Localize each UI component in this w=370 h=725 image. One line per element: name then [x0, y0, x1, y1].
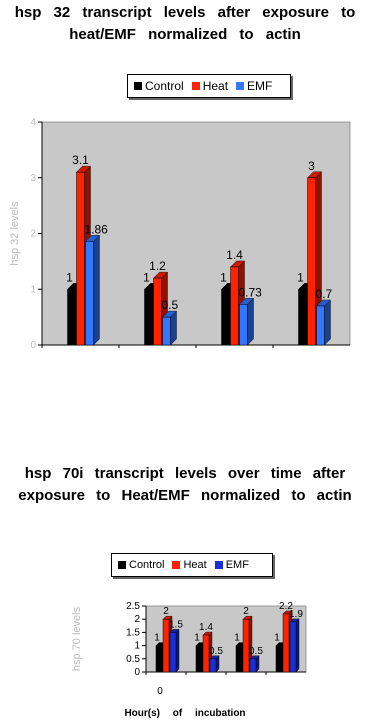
chart1-y-tick-label: 2: [30, 229, 36, 240]
chart1-data-label: 0.5: [162, 298, 179, 312]
chart2-bar-side: [295, 618, 300, 673]
chart1-bar-heat: [230, 266, 239, 346]
chart1-bar-heat: [76, 171, 85, 346]
chart1-data-label: 3.1: [72, 153, 89, 167]
heat-swatch: [172, 561, 181, 569]
chart2-xaxis-label: Hour(s) of incubation: [124, 708, 246, 719]
chart1-data-label: 1: [66, 270, 73, 284]
chart2-bar-heat: [242, 618, 250, 673]
chart2-data-label: 1: [194, 633, 200, 644]
chart2-y-tick-label: 0.5: [126, 654, 140, 665]
chart2-bar-emf: [169, 632, 177, 673]
chart1-bar-control: [298, 289, 307, 346]
chart2-bar-emf: [209, 658, 217, 673]
legend-label-control: Control: [145, 79, 184, 93]
control-swatch: [134, 82, 142, 90]
chart2-data-label: 1: [154, 633, 160, 644]
chart1-bar-control: [67, 289, 76, 346]
chart2-data-label: 1.4: [199, 622, 213, 633]
chart1-data-label: 1.4: [226, 248, 243, 262]
chart2-y-axis-label: hsp 70 levels: [71, 606, 83, 671]
chart2-y-tick-label: 2: [134, 614, 140, 625]
chart1-y-axis-label: hsp 32 levels: [9, 201, 21, 266]
chart1-legend: Control Heat EMF: [127, 74, 291, 98]
chart2-bar-control: [195, 645, 203, 673]
chart2-data-label: 1: [274, 633, 280, 644]
chart1-y-tick-label: 0: [30, 340, 36, 351]
chart1-bar-side: [93, 234, 100, 346]
chart2-data-label: 0.5: [249, 646, 263, 657]
chart2-y-tick-label: 1.5: [126, 627, 140, 638]
chart2-legend: Control Heat EMF: [111, 553, 273, 577]
chart1-y-tick-label: 3: [30, 173, 36, 184]
chart2-data-label: 0.5: [209, 646, 223, 657]
chart2-bar-heat: [162, 618, 170, 673]
heat-swatch: [191, 82, 200, 90]
chart1-bar-emf: [162, 316, 171, 346]
chart2-bar-side: [175, 628, 180, 673]
chart1-data-label: 0.7: [316, 287, 333, 301]
chart2-bar-heat: [282, 613, 290, 673]
chart2-y-tick-label: 0: [134, 667, 140, 678]
chart1-data-label: 1: [143, 270, 150, 284]
chart1-bar-control: [221, 289, 230, 346]
chart1-bar-emf: [316, 305, 325, 346]
chart2-data-label: 2: [243, 606, 249, 617]
chart1-y-tick-label: 4: [30, 117, 36, 128]
chart2-title: hsp 70i transcript levels over time afte…: [18, 465, 352, 504]
chart1-bar-control: [144, 289, 153, 346]
legend-item-control: Control: [118, 559, 164, 571]
chart2-bar-emf: [289, 621, 297, 673]
legend-label-heat: Heat: [183, 559, 207, 571]
chart2-data-label: 2.2: [279, 601, 293, 612]
chart2-y-tick-label: 2.5: [126, 601, 140, 612]
chart1-data-label: 0.73: [239, 285, 263, 299]
chart2-bar-control: [275, 645, 283, 673]
chart1-data-label: 1: [297, 270, 304, 284]
chart1-bar-side: [324, 299, 331, 346]
chart1-bar-emf: [85, 241, 94, 346]
chart1-data-label: 1.2: [149, 259, 166, 273]
chart1-bar-side: [247, 297, 254, 346]
chart1-data-label: 3: [308, 159, 315, 173]
chart1-data-label: 1.86: [85, 222, 109, 236]
legend-label-heat: Heat: [202, 79, 229, 93]
chart2-data-label: 1.9: [289, 609, 303, 620]
chart2-bar-heat: [202, 634, 210, 673]
chart2-data-label: 2: [163, 606, 169, 617]
control-swatch: [118, 561, 126, 569]
chart1-y-tick-label: 1: [30, 284, 36, 295]
chart2-bar-control: [235, 645, 243, 673]
chart1-title: hsp 32 transcript levels after exposure …: [14, 4, 356, 43]
legend-label-emf: EMF: [247, 79, 273, 93]
legend-item-emf: EMF: [236, 79, 272, 93]
chart2-data-label: 1.5: [169, 619, 183, 630]
chart2-data-label: 1: [234, 633, 240, 644]
legend-item-heat: Heat: [172, 559, 207, 571]
chart1-bar-emf: [239, 304, 248, 346]
legend-label-control: Control: [129, 559, 165, 571]
chart1-bar-heat: [307, 177, 316, 346]
emf-swatch: [214, 561, 223, 569]
chart2-bar-control: [155, 645, 163, 673]
chart2-bar-emf: [249, 658, 257, 673]
legend-item-emf: EMF: [214, 559, 249, 571]
chart1-data-label: 1: [220, 270, 227, 284]
chart2-y-tick-label: 1: [134, 641, 140, 652]
emf-swatch: [236, 82, 245, 90]
legend-item-control: Control: [134, 79, 184, 93]
legend-item-heat: Heat: [191, 79, 229, 93]
chart1-bar-heat: [153, 277, 162, 346]
legend-label-emf: EMF: [225, 559, 249, 571]
chart2-x-tick-label: 0: [157, 686, 163, 697]
